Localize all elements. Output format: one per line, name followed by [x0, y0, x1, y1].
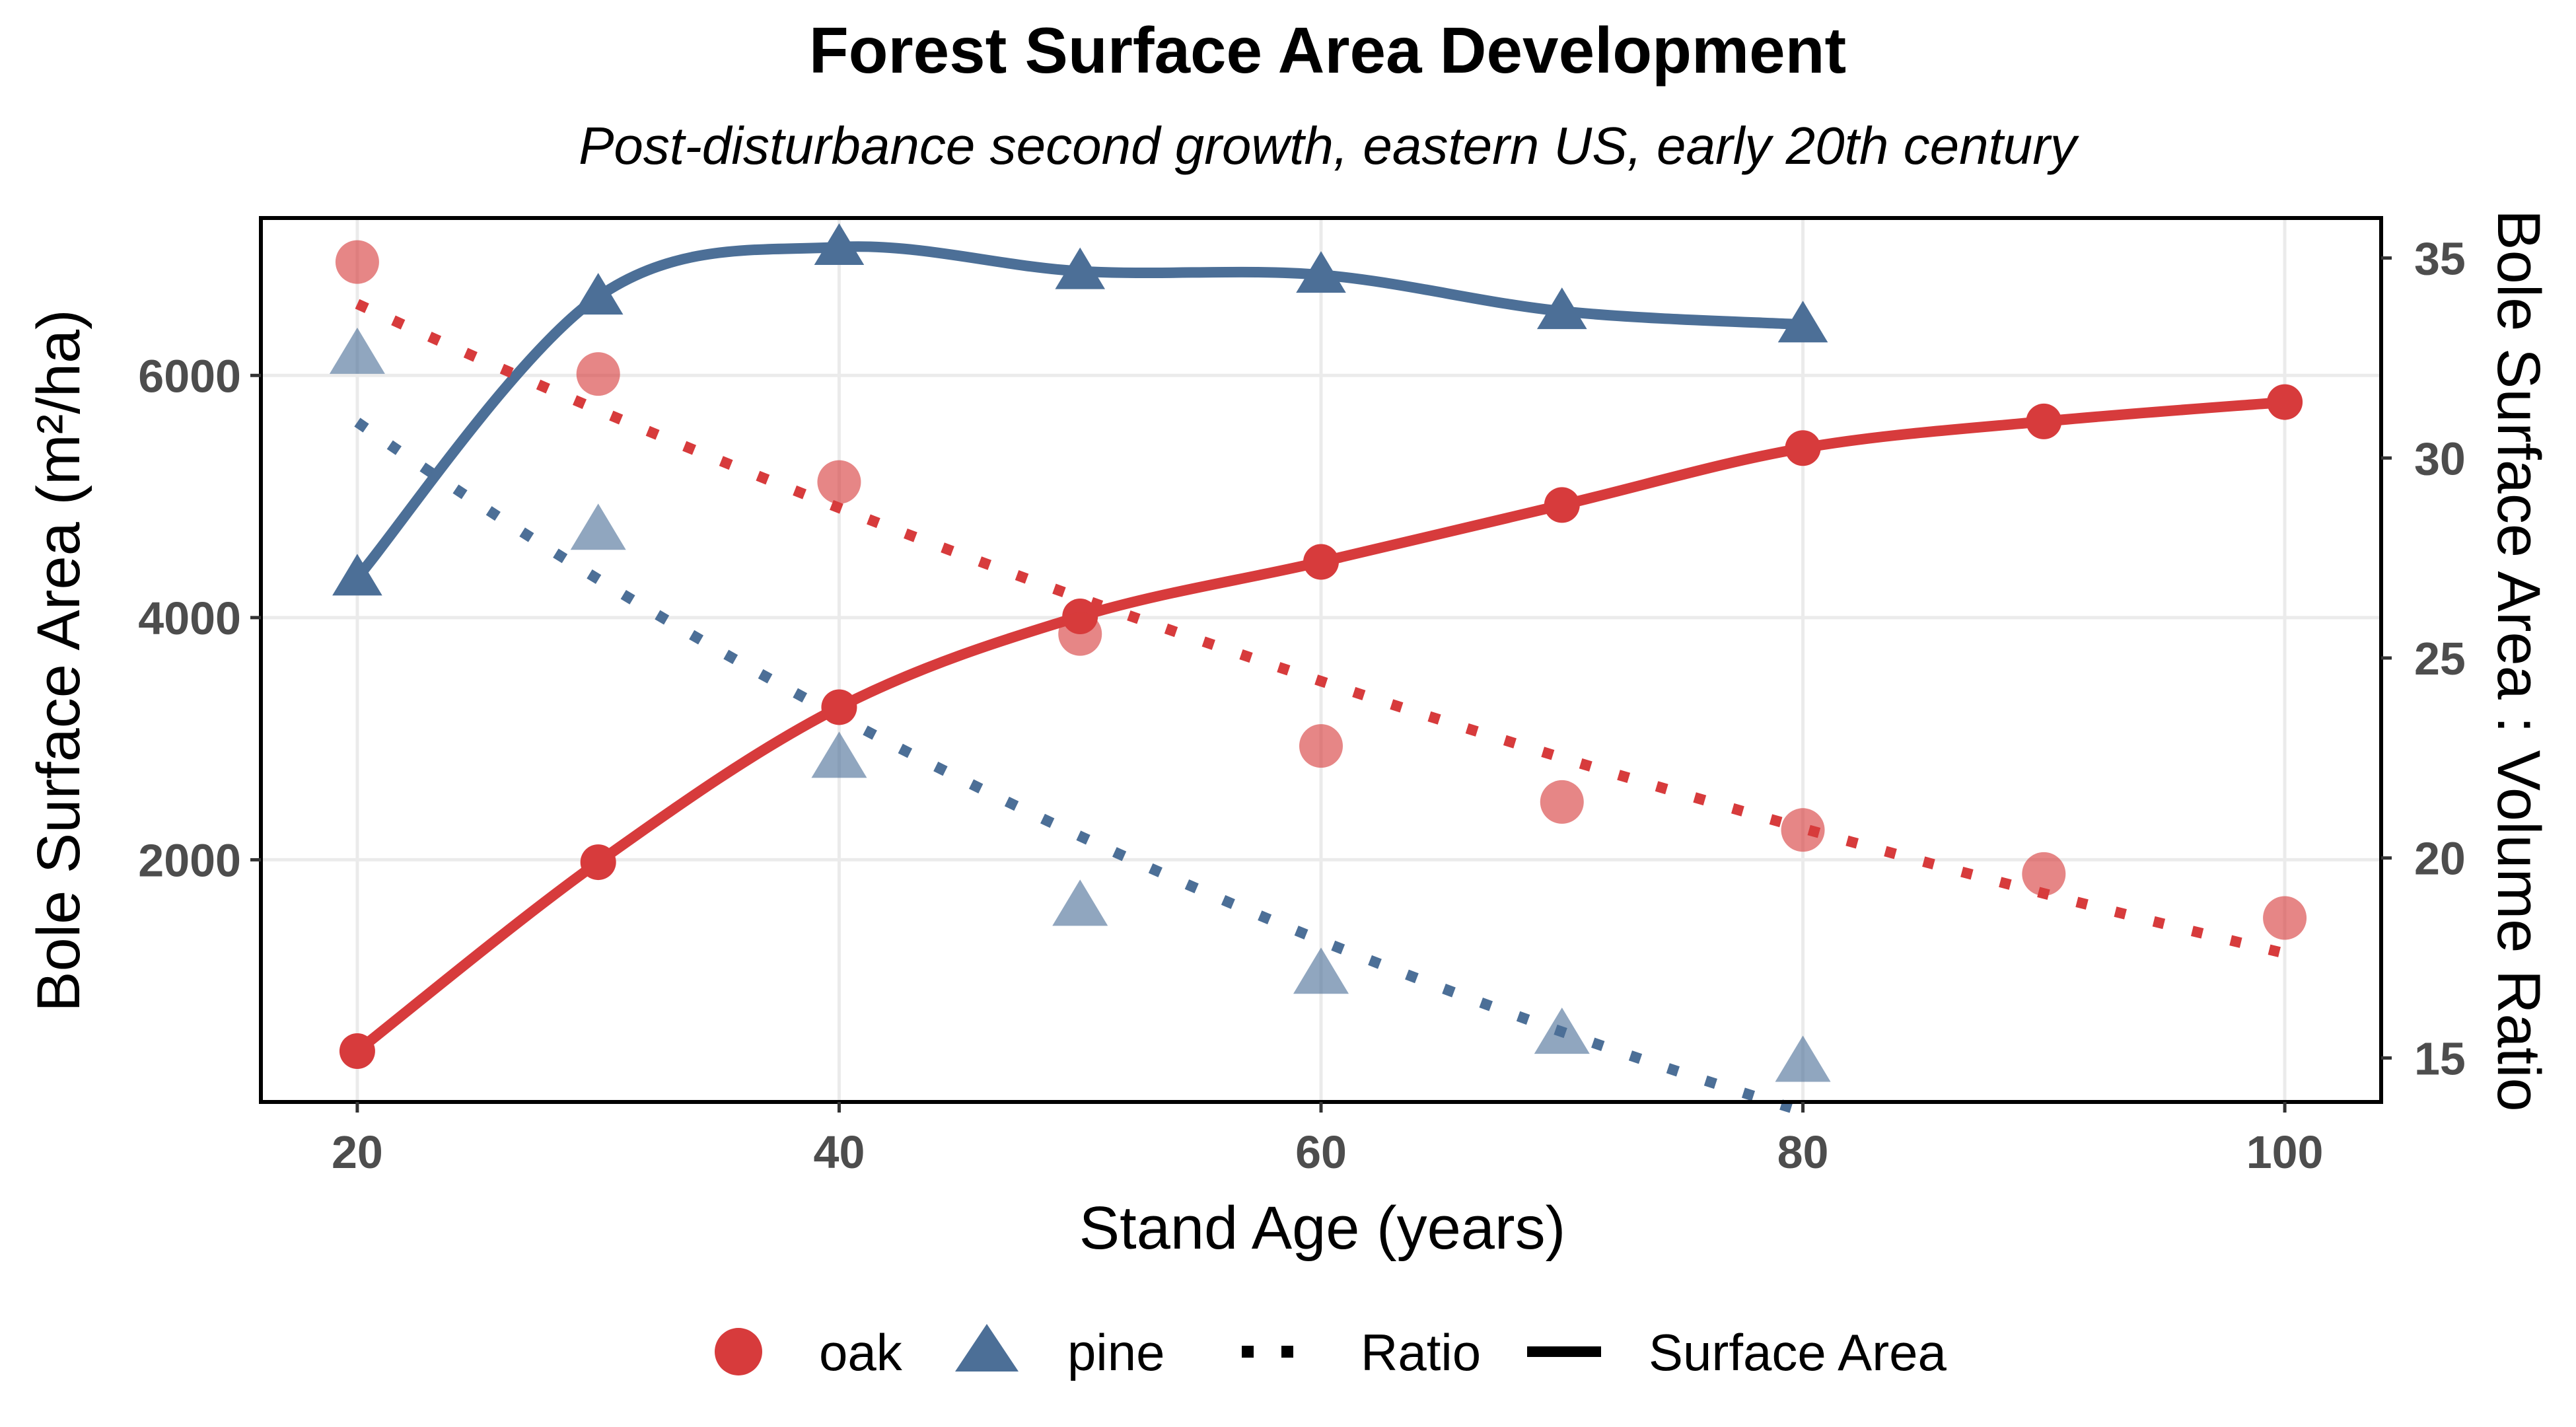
y-right-tick-label: 30	[2414, 433, 2466, 484]
x-axis-ticks: 20 40 60 80 100	[332, 1102, 2324, 1178]
oak-surface-area-point	[821, 689, 857, 725]
x-tick-label: 100	[2246, 1126, 2324, 1178]
pine-surface-area-point	[814, 223, 865, 265]
oak-ratio-point	[1299, 724, 1343, 768]
pine-ratio-point	[811, 731, 867, 778]
legend-oak-swatch	[715, 1328, 762, 1375]
y-axis-left-title: Bole Surface Area (m²/ha)	[25, 309, 92, 1012]
oak-surface-area-point	[2267, 384, 2303, 420]
x-tick-label: 60	[1295, 1126, 1347, 1178]
chart-subtitle: Post-disturbance second growth, eastern …	[579, 116, 2080, 175]
y-tick-label: 6000	[138, 350, 241, 402]
y-tick-label: 4000	[138, 593, 241, 644]
pine-ratio-point	[570, 503, 626, 550]
legend: oak pine Ratio Surface Area	[715, 1323, 1947, 1381]
pine-surface-area-point	[332, 554, 382, 596]
x-tick-label: 20	[332, 1126, 383, 1178]
oak-ratio-point	[1058, 612, 1102, 656]
y-right-tick-label: 15	[2414, 1033, 2466, 1084]
pine-ratio-point	[1052, 879, 1108, 926]
pine-surface-area-point	[1055, 247, 1106, 289]
y-axis-left-ticks: 2000 4000 6000	[138, 350, 261, 886]
oak-ratio-point	[1781, 808, 1825, 852]
oak-ratio-point	[576, 352, 620, 396]
pine-surface-area-point	[1296, 251, 1346, 293]
oak-surface-area-point	[1544, 487, 1580, 523]
y-right-tick-label: 35	[2414, 233, 2466, 285]
x-tick-label: 80	[1777, 1126, 1829, 1178]
legend-pine-label: pine	[1067, 1323, 1164, 1381]
pine-ratio-point	[329, 327, 385, 374]
x-tick-label: 40	[814, 1126, 865, 1178]
legend-pine-swatch	[955, 1324, 1019, 1372]
oak-ratio-point	[335, 240, 379, 284]
oak-surface-area-point	[1303, 544, 1339, 580]
oak-ratio-point	[2263, 896, 2307, 940]
oak-ratio-point	[2022, 852, 2066, 896]
y-axis-right-title: Bole Surface Area : Volume Ratio	[2485, 209, 2552, 1111]
chart-title: Forest Surface Area Development	[809, 14, 1846, 87]
pine-ratio-point	[1775, 1035, 1831, 1082]
oak-ratio-line	[355, 299, 2286, 959]
legend-surface-area-label: Surface Area	[1649, 1323, 1947, 1381]
oak-surface-area-point	[580, 844, 616, 881]
series-markers	[329, 223, 2307, 1082]
pine-ratio-point	[1293, 947, 1349, 994]
y-right-tick-label: 25	[2414, 633, 2466, 684]
legend-ratio-label: Ratio	[1361, 1323, 1481, 1381]
pine-surface-area-point	[573, 273, 624, 315]
x-axis-title: Stand Age (years)	[1079, 1194, 1565, 1262]
oak-surface-area-point	[2026, 403, 2062, 439]
y-right-tick-label: 20	[2414, 833, 2466, 885]
oak-surface-area-point	[339, 1033, 375, 1070]
pine-ratio-point	[1534, 1007, 1590, 1054]
oak-surface-area-point	[1785, 430, 1821, 466]
pine-surface-area-point	[1536, 287, 1587, 330]
pine-surface-area-line	[351, 241, 1808, 583]
legend-oak-label: oak	[819, 1323, 903, 1381]
y-axis-right-ticks: 15 20 25 30 35	[2381, 233, 2466, 1084]
oak-ratio-point	[1540, 780, 1584, 824]
oak-ratio-point	[817, 460, 861, 504]
pine-surface-area-point	[1777, 301, 1828, 343]
y-tick-label: 2000	[138, 834, 241, 886]
